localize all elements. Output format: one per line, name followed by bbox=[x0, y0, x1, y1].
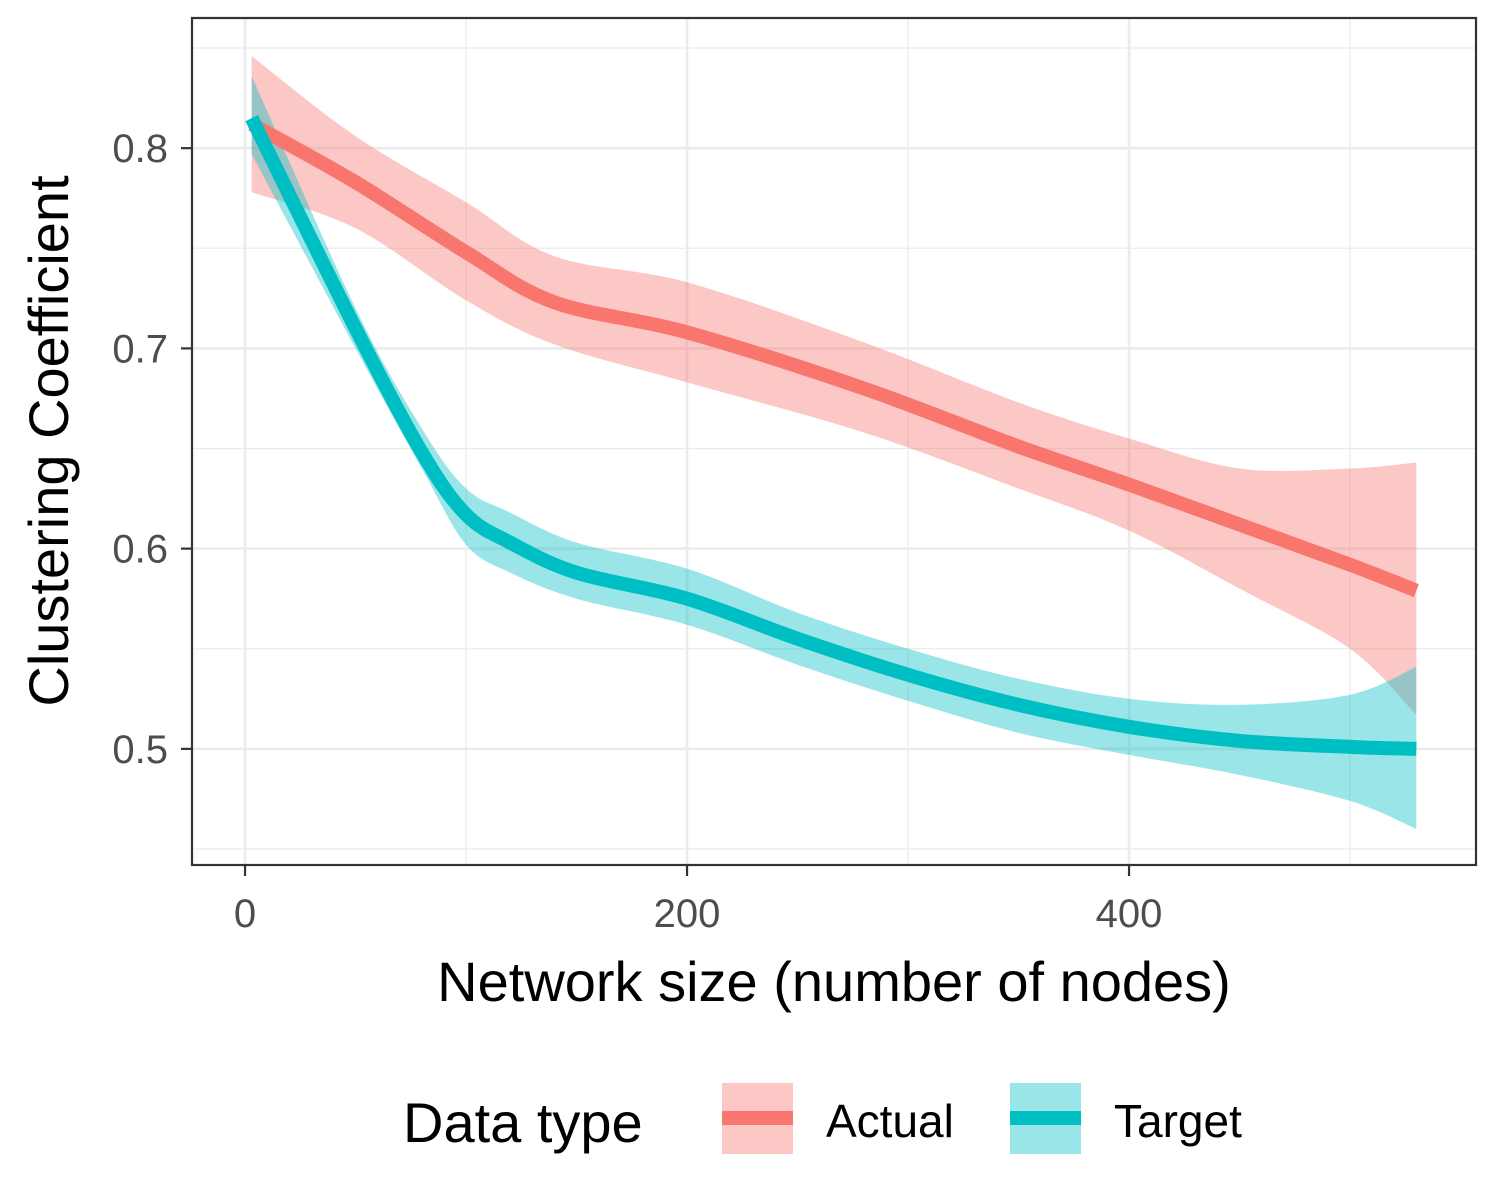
plot-background bbox=[192, 18, 1476, 865]
x-tick-label-200: 200 bbox=[654, 892, 721, 936]
y-tick-label-0.5: 0.5 bbox=[112, 728, 168, 772]
plot-border bbox=[190, 16, 1478, 867]
x-axis-title: Network size (number of nodes) bbox=[437, 950, 1231, 1013]
line-target bbox=[245, 115, 1417, 756]
y-tick-label-0.8: 0.8 bbox=[112, 127, 168, 171]
legend-key-actual: Actual bbox=[722, 1083, 954, 1154]
y-tick-label-0.7: 0.7 bbox=[112, 327, 168, 371]
x-tick-label-400: 400 bbox=[1096, 892, 1163, 936]
x-tick-label-0: 0 bbox=[234, 892, 256, 936]
x-axis-ticks: 0 200 400 bbox=[234, 865, 1162, 936]
series-lines bbox=[245, 115, 1419, 756]
ribbon-target bbox=[251, 76, 1417, 829]
legend-key-target: Target bbox=[1010, 1083, 1242, 1154]
legend: Data type Actual Target bbox=[403, 1083, 1242, 1154]
y-axis-ticks: 0.5 0.6 0.7 0.8 bbox=[112, 127, 192, 772]
legend-title: Data type bbox=[403, 1091, 643, 1154]
legend-label-actual: Actual bbox=[826, 1095, 954, 1147]
y-axis-title: Clustering Coefficient bbox=[17, 175, 80, 707]
legend-label-target: Target bbox=[1114, 1095, 1242, 1147]
y-tick-label-0.6: 0.6 bbox=[112, 528, 168, 572]
line-actual bbox=[248, 118, 1419, 598]
grid-minor bbox=[192, 18, 1476, 865]
